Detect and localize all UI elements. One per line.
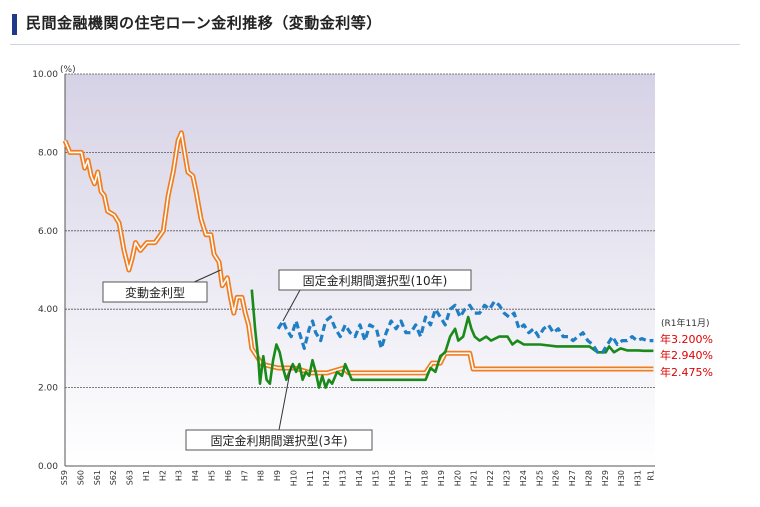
- x-tick-label: H10: [289, 470, 298, 486]
- x-tick-label: H16: [388, 470, 397, 486]
- end-date-label: (R1年11月): [661, 317, 709, 329]
- header-divider: [10, 44, 740, 45]
- x-tick-label: R1: [647, 470, 656, 481]
- page-title: 民間金融機関の住宅ローン金利推移（変動金利等）: [26, 14, 382, 32]
- label-fixed3: 固定金利期間選択型(3年): [211, 433, 348, 448]
- x-tick-label: H27: [568, 470, 577, 486]
- x-tick-label: H13: [339, 470, 348, 486]
- x-tick-label: H2: [158, 470, 167, 481]
- y-unit-label: (%): [60, 65, 76, 75]
- end-value-variable: 年2.475%: [660, 365, 713, 379]
- label-variable: 変動金利型: [125, 285, 185, 300]
- x-tick-label: H19: [437, 470, 446, 486]
- x-tick-label: H22: [486, 470, 495, 486]
- x-tick-label: H3: [175, 470, 184, 481]
- x-tick-label: H11: [306, 470, 315, 486]
- x-tick-label: H6: [224, 470, 233, 481]
- x-tick-label: S59: [60, 470, 69, 485]
- x-axis: S59 S60 S61 S62 S63 H1 H2 H3 H4 H5 H6 H7 H8 H9 H10 H11 H…: [60, 465, 656, 486]
- y-tick-label: 10.00: [32, 70, 58, 80]
- x-tick-label: H15: [371, 470, 380, 486]
- series-lines: [62, 130, 654, 389]
- label-box-variable: [102, 281, 208, 303]
- x-tick-label: H31: [634, 470, 643, 486]
- title-accent-bar: [12, 14, 17, 35]
- y-axis: 0.00 2.00 4.00 6.00 8.00 10.00: [32, 70, 66, 472]
- leader-variable: [191, 269, 221, 284]
- series-line-0-inner: [64, 132, 654, 374]
- x-tick-label: H1: [142, 470, 151, 481]
- x-tick-label: H9: [273, 470, 282, 481]
- label-box-fixed10: [278, 269, 472, 291]
- x-tick-label: H26: [552, 470, 561, 486]
- x-tick-label: H12: [322, 470, 331, 486]
- x-tick-label: S62: [109, 470, 118, 485]
- interest-rate-chart: 0.00 2.00 4.00 6.00 8.00 10.00 S59 S60 S61 S62 S6…: [32, 65, 713, 486]
- end-value-fixed10: 年3.200%: [660, 332, 713, 346]
- y-tick-label: 4.00: [38, 305, 58, 315]
- x-tick-label: S63: [126, 470, 135, 485]
- x-tick-label: H4: [191, 470, 200, 481]
- y-tick-label: 0.00: [38, 462, 58, 472]
- x-tick-label: H18: [421, 470, 430, 486]
- leader-fixed10: [282, 289, 301, 322]
- x-tick-label: H14: [355, 470, 364, 486]
- x-tick-label: S61: [93, 470, 102, 485]
- page-header: 民間金融機関の住宅ローン金利推移（変動金利等）: [0, 0, 760, 45]
- x-tick-label: S60: [76, 470, 85, 485]
- x-tick-label: H7: [240, 470, 249, 481]
- x-tick-label: H23: [503, 470, 512, 486]
- y-tick-label: 2.00: [38, 384, 58, 394]
- x-tick-label: H25: [535, 470, 544, 486]
- y-tick-label: 6.00: [38, 227, 58, 237]
- x-tick-label: H28: [584, 470, 593, 486]
- end-value-fixed3: 年2.940%: [660, 348, 713, 362]
- x-tick-label: H24: [519, 470, 528, 486]
- x-tick-label: H30: [617, 470, 626, 486]
- y-tick-label: 8.00: [38, 148, 58, 158]
- x-tick-label: H29: [601, 470, 610, 486]
- gridlines: [65, 73, 655, 389]
- label-box-fixed3: [185, 429, 373, 451]
- series-line-2: [276, 299, 654, 354]
- x-tick-label: H17: [404, 470, 413, 486]
- x-tick-label: H8: [257, 470, 266, 481]
- series-line-1: [250, 289, 654, 389]
- leader-fixed3: [278, 365, 292, 431]
- x-tick-label: H5: [208, 470, 217, 481]
- label-fixed10: 固定金利期間選択型(10年): [303, 273, 448, 288]
- x-tick-label: H21: [470, 470, 479, 486]
- x-tick-label: H20: [453, 470, 462, 486]
